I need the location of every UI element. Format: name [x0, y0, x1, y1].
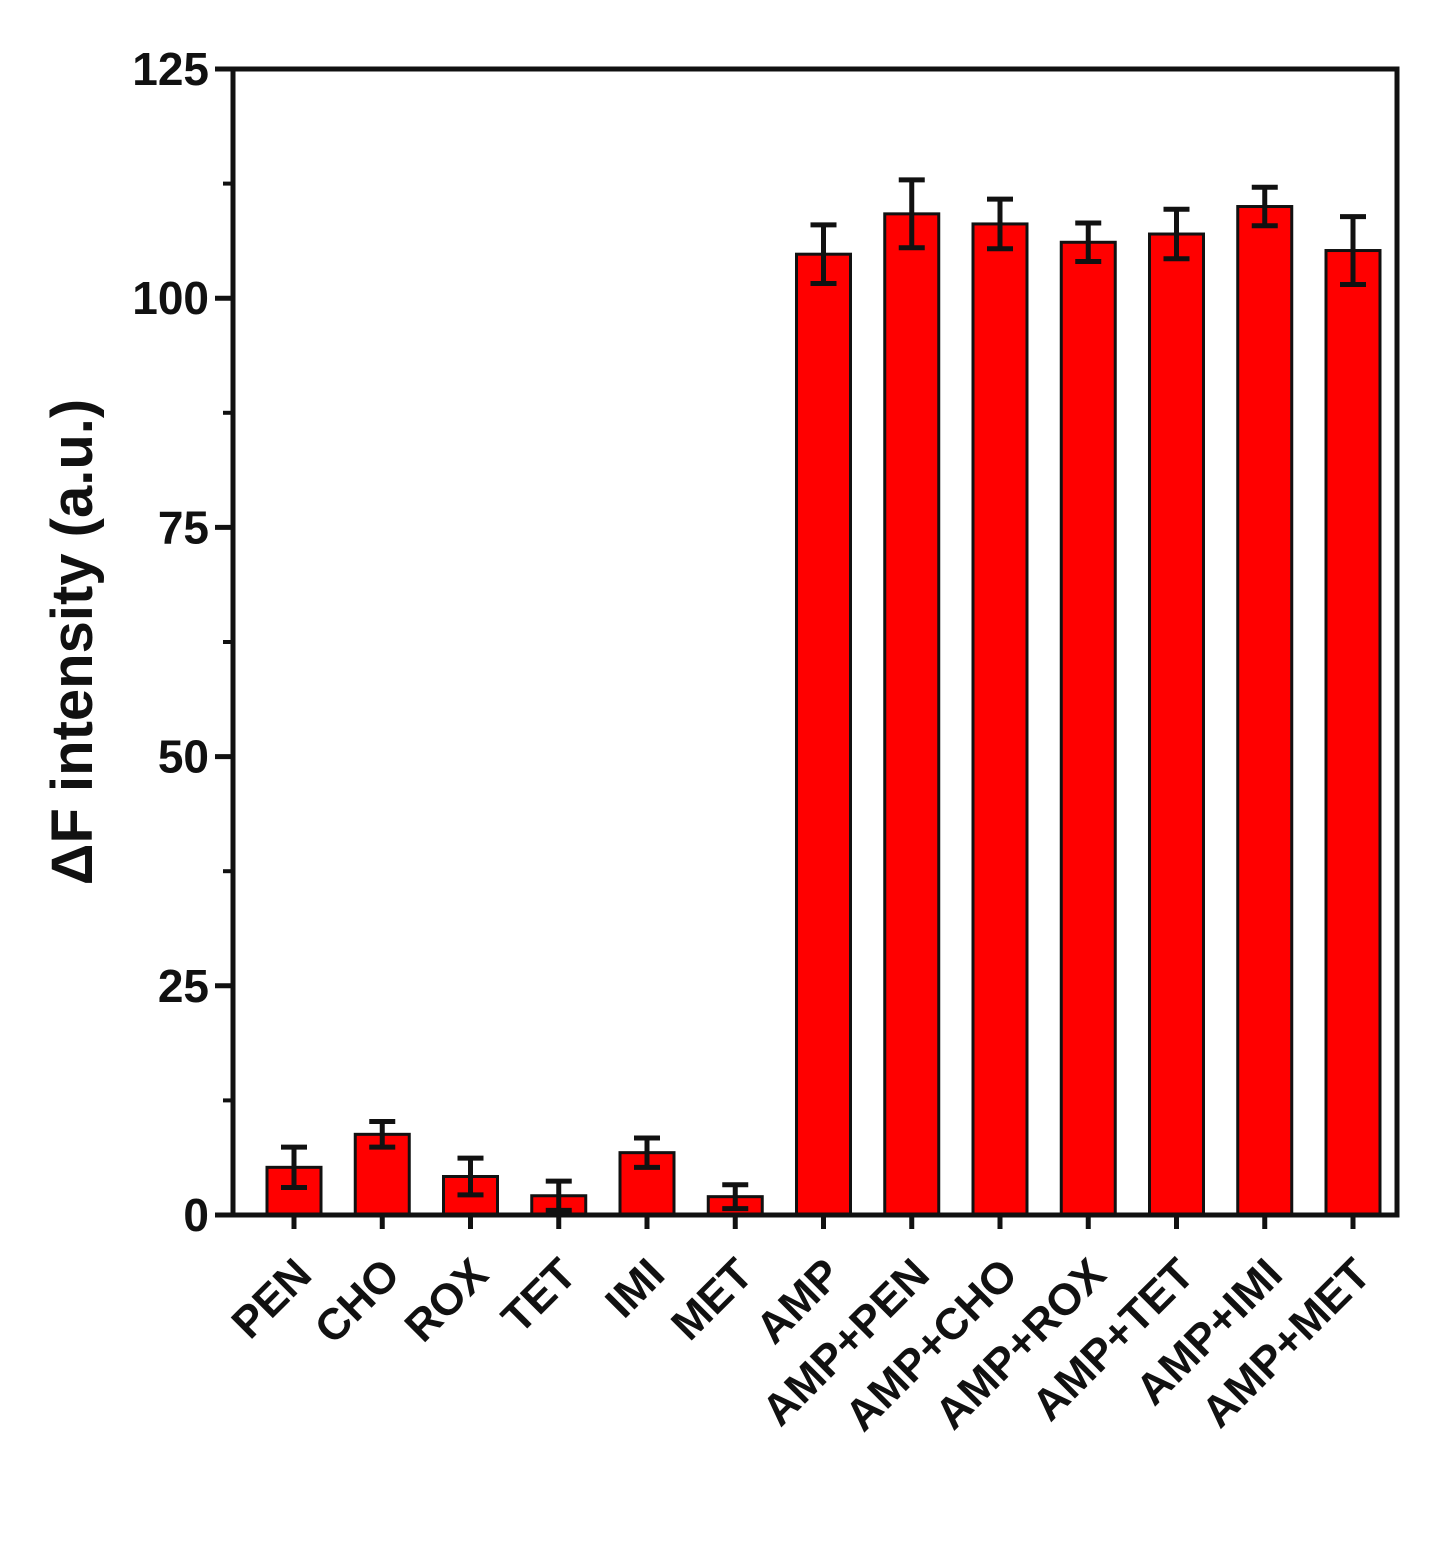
x-tick-label: TET	[492, 1249, 585, 1342]
y-tick-label: 0	[183, 1189, 209, 1241]
bar-amp-plus-pen	[883, 212, 941, 1217]
x-tick-label: PEN	[222, 1249, 321, 1348]
error-bar	[1163, 206, 1190, 262]
y-axis-title: ΔF intensity (a.u.)	[40, 399, 105, 885]
y-tick-label: 75	[158, 501, 209, 553]
x-tick-label: CHO	[306, 1249, 410, 1353]
y-tick-label: 25	[158, 960, 209, 1012]
x-tick-label: MET	[662, 1249, 762, 1349]
error-bar	[634, 1135, 660, 1170]
error-bar	[810, 222, 837, 287]
error-bar	[1340, 214, 1366, 287]
y-tick-label: 100	[132, 272, 209, 324]
bar-amp-plus-imi	[1236, 205, 1294, 1217]
error-bar	[987, 196, 1013, 252]
x-tick-label: ROX	[395, 1249, 497, 1351]
error-bar	[545, 1178, 572, 1213]
bar-amp-plus-met	[1324, 249, 1382, 1217]
bar-amp-plus-cho	[971, 222, 1029, 1217]
y-tick-label: 50	[158, 731, 209, 783]
bar-amp-plus-rox	[1059, 240, 1117, 1217]
bar-amp	[795, 252, 852, 1217]
error-bar	[722, 1182, 749, 1212]
error-bar	[898, 177, 925, 251]
error-bar	[457, 1155, 484, 1198]
error-bar	[369, 1118, 396, 1150]
bars-layer	[265, 205, 1382, 1217]
y-tick-label: 125	[132, 43, 209, 95]
error-bar	[281, 1144, 307, 1190]
error-bars-layer	[281, 177, 1366, 1213]
error-bar	[1251, 184, 1278, 229]
bar-amp-plus-tet	[1148, 232, 1205, 1217]
error-bar	[1075, 220, 1102, 265]
y-axis: 0 25 50 75 100 125	[132, 43, 233, 1241]
